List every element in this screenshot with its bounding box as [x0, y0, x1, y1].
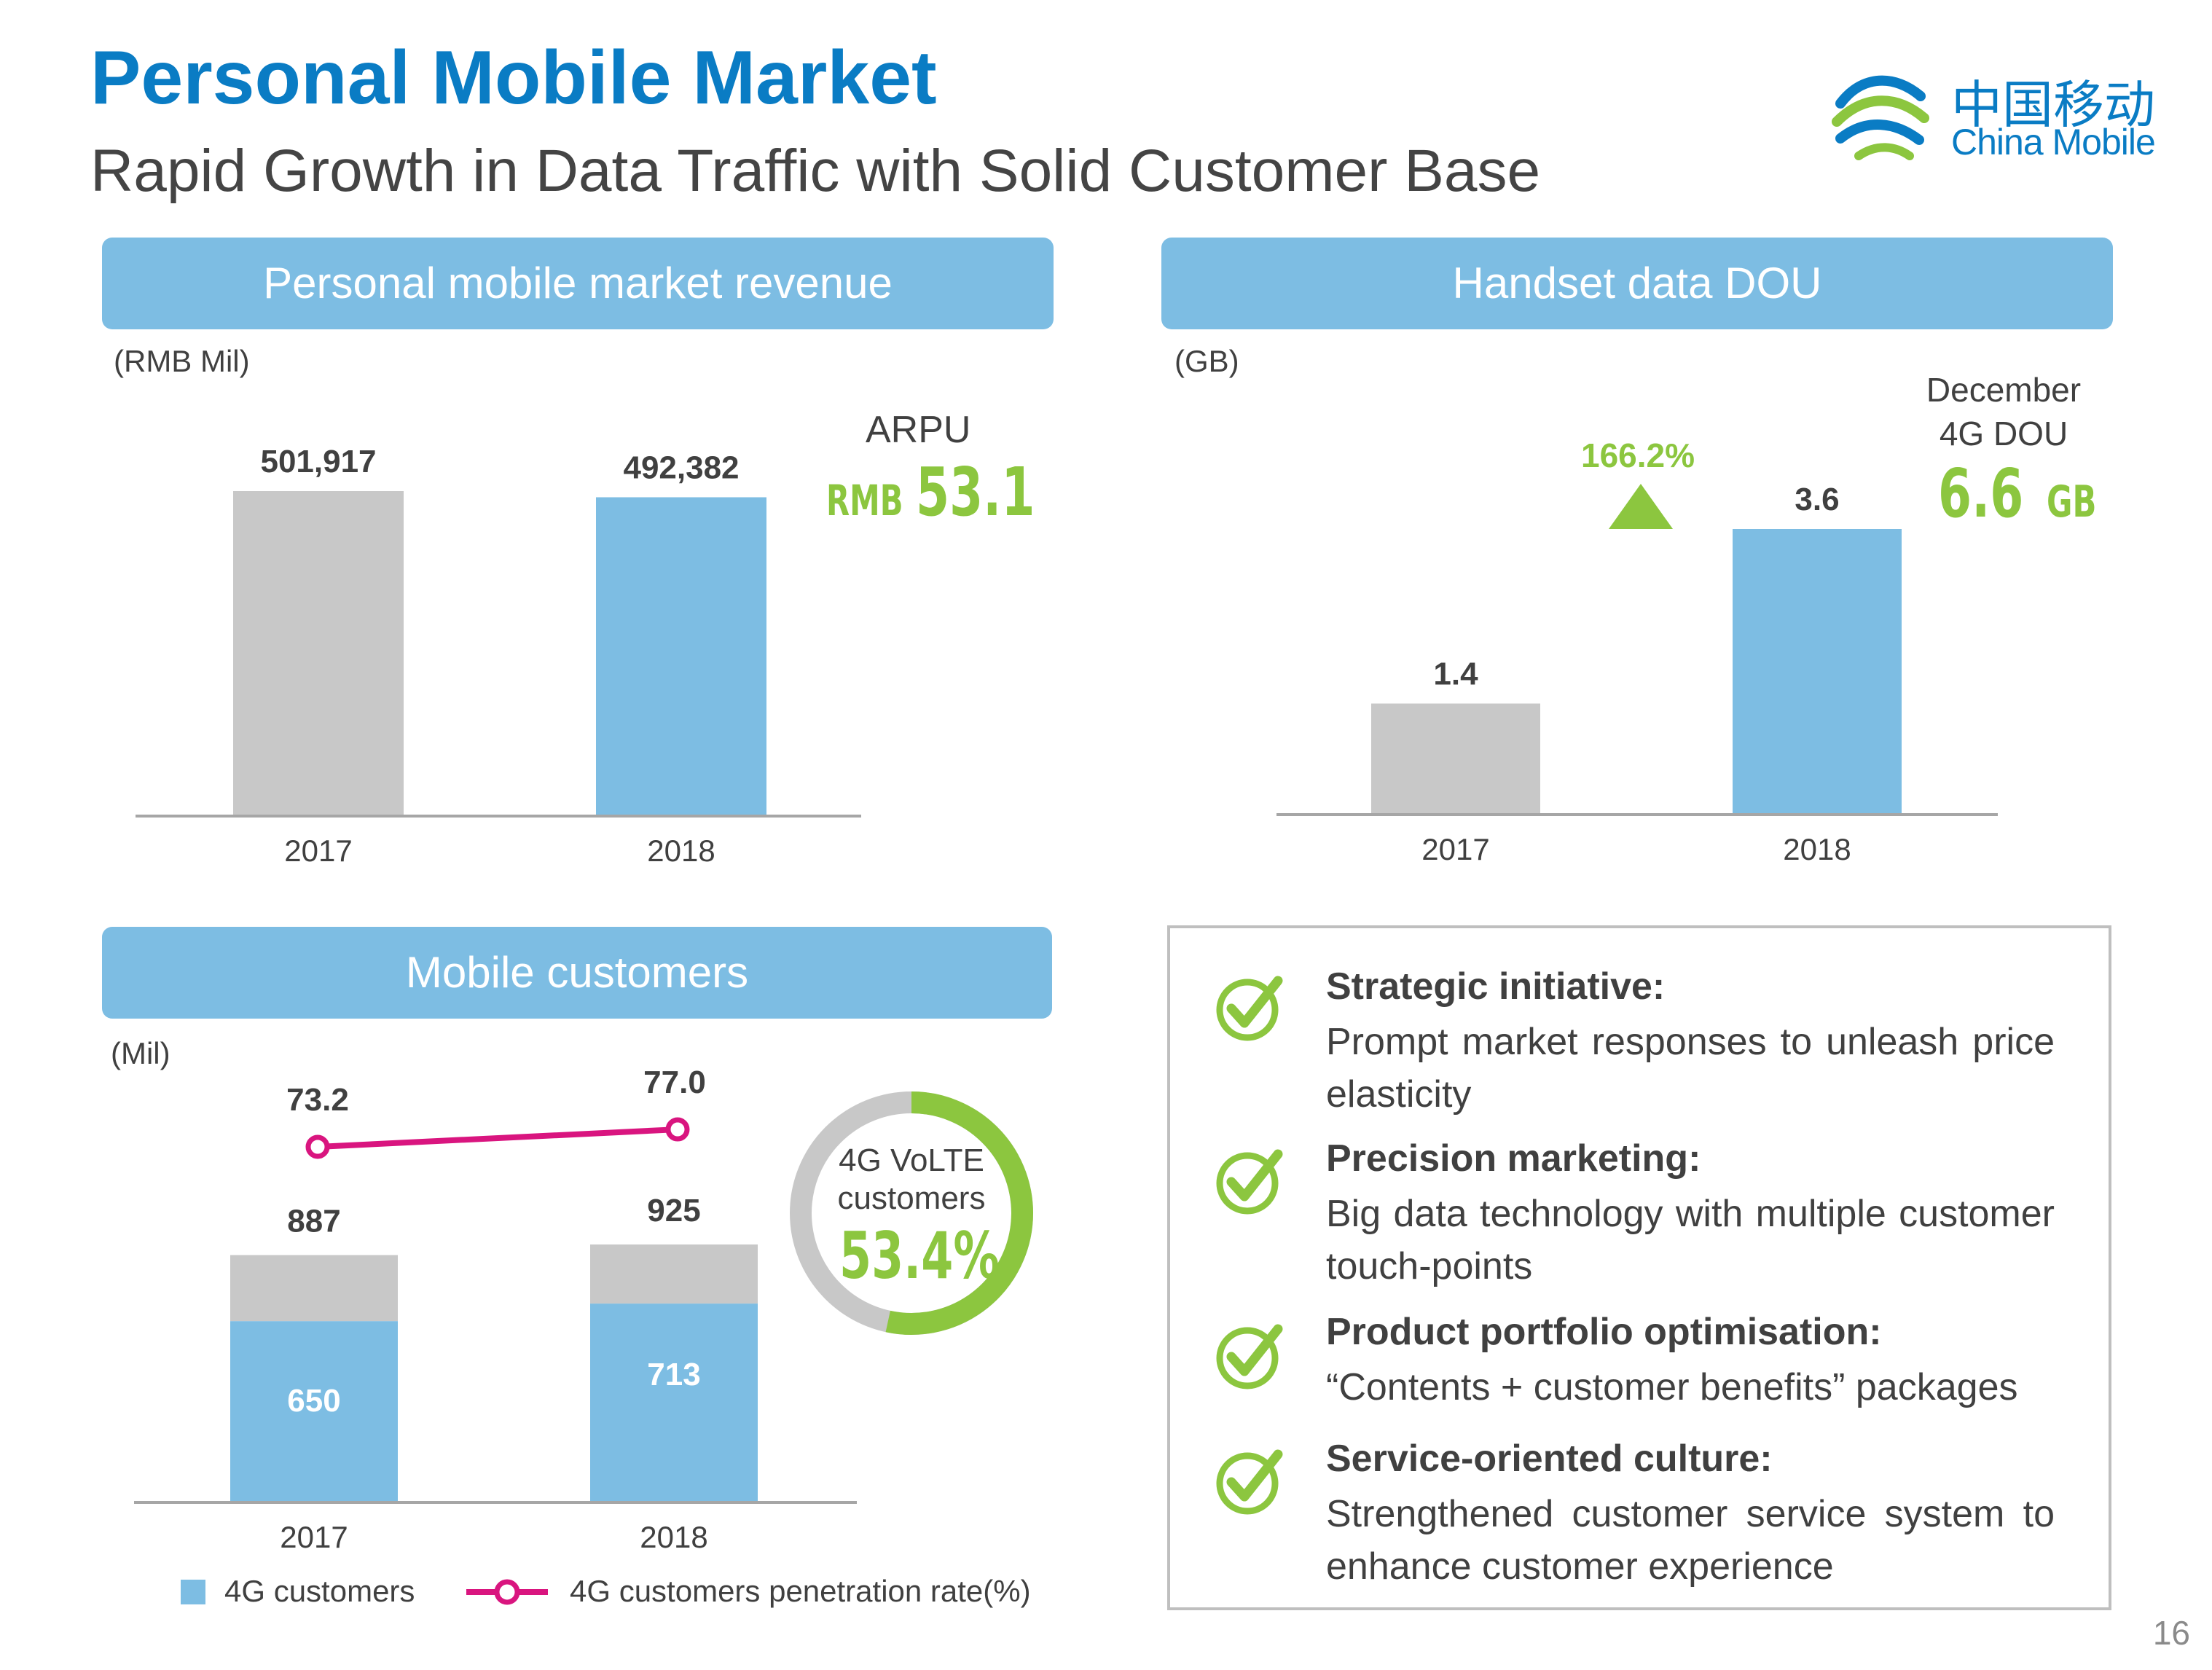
green-check-icon — [1216, 1449, 1283, 1515]
initiative-text: Big data technology with multiple custom… — [1326, 1193, 2055, 1287]
x-tick-label: 2017 — [1421, 832, 1489, 866]
december-dou-label-2: 4G DOU — [1939, 415, 2068, 452]
bar-value-label: 501,917 — [260, 444, 376, 479]
initiative-title: Product portfolio optimisation: — [1326, 1311, 1882, 1353]
bar-segment-4g — [230, 1321, 398, 1502]
logo-english-text: China Mobile — [1951, 122, 2156, 162]
dou-panel-header: Handset data DOU — [1161, 238, 2113, 329]
legend-4g-label: 4G customers — [224, 1574, 415, 1608]
dou-unit-label: (GB) — [1174, 344, 1239, 378]
bar-segment-other — [230, 1255, 398, 1322]
bar-4g-label: 650 — [287, 1383, 340, 1419]
page-number: 16 — [2152, 1614, 2190, 1652]
bar — [596, 497, 766, 816]
volte-value: 53.4% — [839, 1218, 1000, 1293]
arpu-value: 53.1 — [915, 453, 1035, 531]
initiative-title: Strategic initiative: — [1326, 965, 1666, 1008]
initiative-title: Service-oriented culture: — [1326, 1438, 1773, 1480]
revenue-unit-label: (RMB Mil) — [114, 344, 250, 378]
volte-donut-chart — [790, 1091, 1033, 1335]
initiative-text: “Contents + customer benefits” packages — [1326, 1366, 2018, 1408]
volte-value-wrap: 53.4% — [839, 1218, 1062, 1293]
bar-total-label: 887 — [287, 1204, 340, 1239]
bar-value-label: 492,382 — [623, 450, 739, 485]
bar — [1371, 703, 1540, 815]
green-check-icon — [1216, 1149, 1283, 1215]
initiatives-box: Strategic initiative: Prompt market resp… — [1167, 925, 2111, 1610]
penetration-point — [305, 1134, 330, 1159]
penetration-label: 73.2 — [286, 1082, 349, 1118]
bar-4g-label: 713 — [647, 1357, 700, 1392]
x-tick-label: 2018 — [1783, 832, 1851, 866]
growth-up-arrow-icon — [1609, 484, 1673, 529]
page-subtitle: Rapid Growth in Data Traffic with Solid … — [90, 138, 1541, 204]
bar-segment-other — [590, 1244, 758, 1304]
bar-value-label: 1.4 — [1433, 656, 1478, 692]
x-tick-label: 2018 — [647, 834, 715, 868]
bar — [233, 491, 404, 816]
x-tick-label: 2017 — [280, 1520, 348, 1554]
bar — [1733, 529, 1902, 815]
donut-volte-share — [885, 1091, 1033, 1335]
december-dou-unit: GB — [2046, 477, 2097, 528]
volte-label-1: 4G VoLTE — [839, 1142, 984, 1178]
legend-4g-swatch — [181, 1580, 205, 1604]
arpu-label: ARPU — [866, 409, 971, 451]
initiative-text: Prompt market responses to unleash price… — [1326, 1021, 2055, 1116]
green-check-icon — [1216, 976, 1283, 1041]
initiative-title: Precision marketing: — [1326, 1137, 1701, 1180]
bar-segment-4g — [590, 1304, 758, 1502]
volte-label-2: customers — [837, 1180, 986, 1216]
x-tick-label: 2017 — [284, 834, 352, 868]
china-mobile-logo: 中国移动 China Mobile — [1826, 60, 2161, 169]
revenue-panel-header: Personal mobile market revenue — [102, 238, 1054, 329]
penetration-point — [665, 1117, 690, 1142]
legend-rate-line-icon — [466, 1579, 548, 1605]
bar-total-label: 925 — [647, 1193, 700, 1228]
logo-chinese-text: 中国移动 — [1951, 75, 2155, 135]
china-mobile-logo-icon — [1832, 75, 1929, 160]
x-tick-label: 2018 — [640, 1520, 707, 1554]
customers-panel-header: Mobile customers — [102, 927, 1052, 1019]
page-title: Personal Mobile Market — [90, 36, 937, 120]
green-check-icon — [1216, 1324, 1283, 1389]
initiative-text: Strengthened customer service system to … — [1326, 1493, 2055, 1588]
dou-growth-label: 166.2% — [1581, 436, 1695, 474]
penetration-line — [317, 1126, 678, 1150]
bar-value-label: 3.6 — [1795, 482, 1839, 517]
december-dou-value: 6.6 — [1938, 455, 2024, 533]
december-dou-label-1: December — [1926, 371, 2082, 409]
penetration-label: 77.0 — [643, 1065, 706, 1100]
arpu-value-group: RMB 53.1 — [826, 453, 1081, 531]
december-dou-value-group: 6.6 GB — [1938, 455, 2116, 533]
legend-rate-label: 4G customers penetration rate(%) — [570, 1574, 1031, 1608]
arpu-prefix: RMB — [826, 476, 903, 525]
customers-unit-label: (Mil) — [111, 1036, 170, 1070]
